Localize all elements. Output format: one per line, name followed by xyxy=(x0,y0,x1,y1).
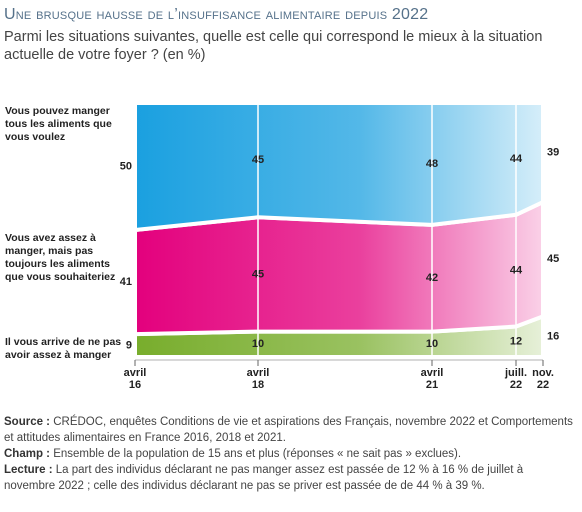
title: Une brusque hausse de l’insuffisance ali… xyxy=(4,6,429,23)
value-label: 10 xyxy=(426,338,438,350)
note: Champ : Ensemble de la population de 15 … xyxy=(4,446,574,462)
area xyxy=(133,101,545,232)
value-label: 50 xyxy=(120,160,132,172)
x-tick-label: nov. 22 xyxy=(532,367,554,391)
x-tick-label: avril 16 xyxy=(123,367,147,391)
value-label: 44 xyxy=(510,153,523,165)
x-tick-label: avril 18 xyxy=(246,367,270,391)
value-label: 9 xyxy=(126,339,132,351)
value-label: 12 xyxy=(510,336,522,348)
series-label: Vous avez assez à manger, mais pas toujo… xyxy=(5,232,116,283)
value-label: 45 xyxy=(252,268,264,280)
value-label: 41 xyxy=(120,276,132,288)
note-text: La part des individus déclarant ne pas m… xyxy=(4,464,524,492)
note-text: Ensemble de la population de 15 ans et p… xyxy=(53,448,462,460)
note: Source : CRÉDOC, enquêtes Conditions de … xyxy=(4,414,574,446)
series-label: Il vous arrive de ne pas avoir assez à m… xyxy=(5,336,122,362)
note-label: Source : xyxy=(4,416,51,428)
value-label: 39 xyxy=(547,146,559,158)
notes: Source : CRÉDOC, enquêtes Conditions de … xyxy=(4,414,574,494)
value-label: 10 xyxy=(252,338,264,350)
value-label: 16 xyxy=(547,331,559,343)
note-label: Lecture : xyxy=(4,464,53,476)
value-label: 42 xyxy=(426,272,438,284)
value-label: 48 xyxy=(426,158,438,170)
x-tick-label: juill. 22 xyxy=(505,367,527,391)
value-label: 44 xyxy=(510,265,523,277)
x-tick-label: avril 21 xyxy=(420,367,444,391)
note-label: Champ : xyxy=(4,448,50,460)
subtitle: Parmi les situations suivantes, quelle e… xyxy=(4,29,543,63)
note-text: CRÉDOC, enquêtes Conditions de vie et as… xyxy=(4,416,573,444)
series-label: Vous pouvez manger tous les aliments que… xyxy=(5,105,112,143)
value-label: 45 xyxy=(547,253,559,265)
value-label: 45 xyxy=(252,154,264,166)
note: Lecture : La part des individus déclaran… xyxy=(4,462,574,494)
